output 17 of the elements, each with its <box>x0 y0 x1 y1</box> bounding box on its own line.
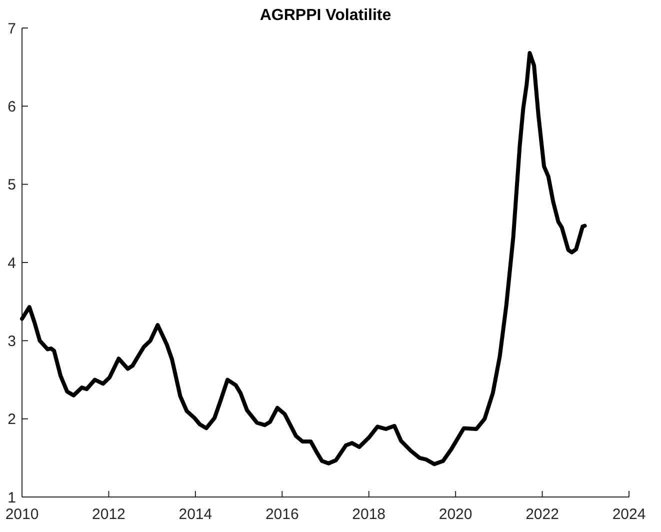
x-tick-label: 2024 <box>612 506 646 523</box>
y-tick-label: 3 <box>8 332 16 350</box>
x-tick-label: 2016 <box>265 506 299 523</box>
chart-title: AGRPPI Volatilite <box>260 7 392 24</box>
x-tick-label: 2020 <box>438 506 472 523</box>
x-tick-label: 2010 <box>5 506 39 523</box>
y-tick-label: 5 <box>8 176 16 194</box>
x-tick-label: 2018 <box>352 506 386 523</box>
x-tick-label: 2014 <box>178 506 212 523</box>
line-series <box>20 51 587 466</box>
y-tick-label: 6 <box>8 98 16 116</box>
y-tick-label: 2 <box>8 411 16 428</box>
x-tick-label: 2022 <box>526 506 559 523</box>
y-tick-label: 4 <box>8 254 16 272</box>
y-tick-label: 1 <box>8 489 16 506</box>
x-tick-label: 2012 <box>92 506 126 523</box>
y-tick-label: 7 <box>8 20 16 38</box>
